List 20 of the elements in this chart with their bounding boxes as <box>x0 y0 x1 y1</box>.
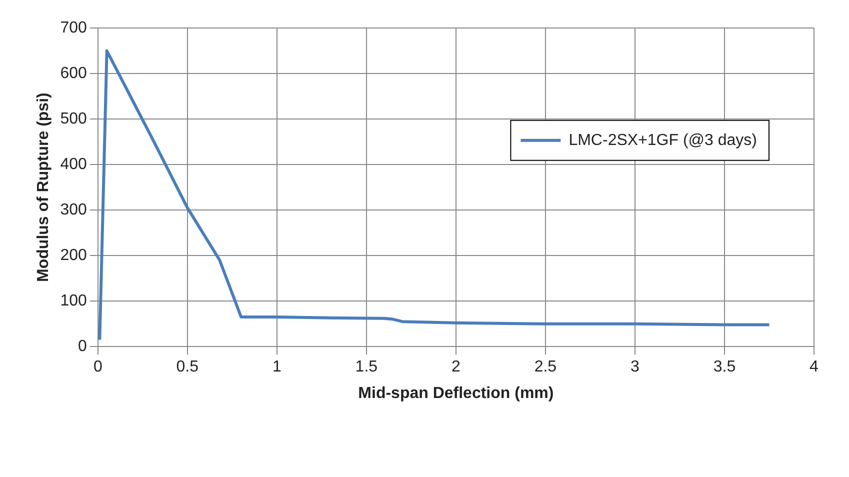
y-axis-title: Modulus of Rupture (psi) <box>35 92 52 282</box>
legend-label: LMC-2SX+1GF (@3 days) <box>568 132 757 149</box>
x-tick-label: 2.5 <box>534 358 557 376</box>
y-tick-label: 700 <box>60 19 87 36</box>
x-tick-label: 3.5 <box>713 358 736 376</box>
x-tick-label: 1.5 <box>355 358 378 376</box>
x-tick-label: 3 <box>630 358 640 376</box>
y-tick-label: 600 <box>60 64 87 82</box>
x-tick-label: 2 <box>451 358 460 376</box>
y-tick-label: 400 <box>60 156 87 173</box>
x-axis-title: Mid-span Deflection (mm) <box>358 384 554 402</box>
y-tick-label: 100 <box>60 292 87 310</box>
x-tick-label: 0.5 <box>176 358 199 376</box>
y-tick-label: 200 <box>60 246 87 264</box>
x-tick-label: 1 <box>272 358 282 376</box>
x-tick-label: 4 <box>810 358 819 376</box>
y-tick-label: 0 <box>78 338 87 356</box>
y-tick-label: 300 <box>60 201 87 218</box>
y-tick-label: 500 <box>60 110 87 128</box>
x-tick-label: 0 <box>93 358 102 376</box>
